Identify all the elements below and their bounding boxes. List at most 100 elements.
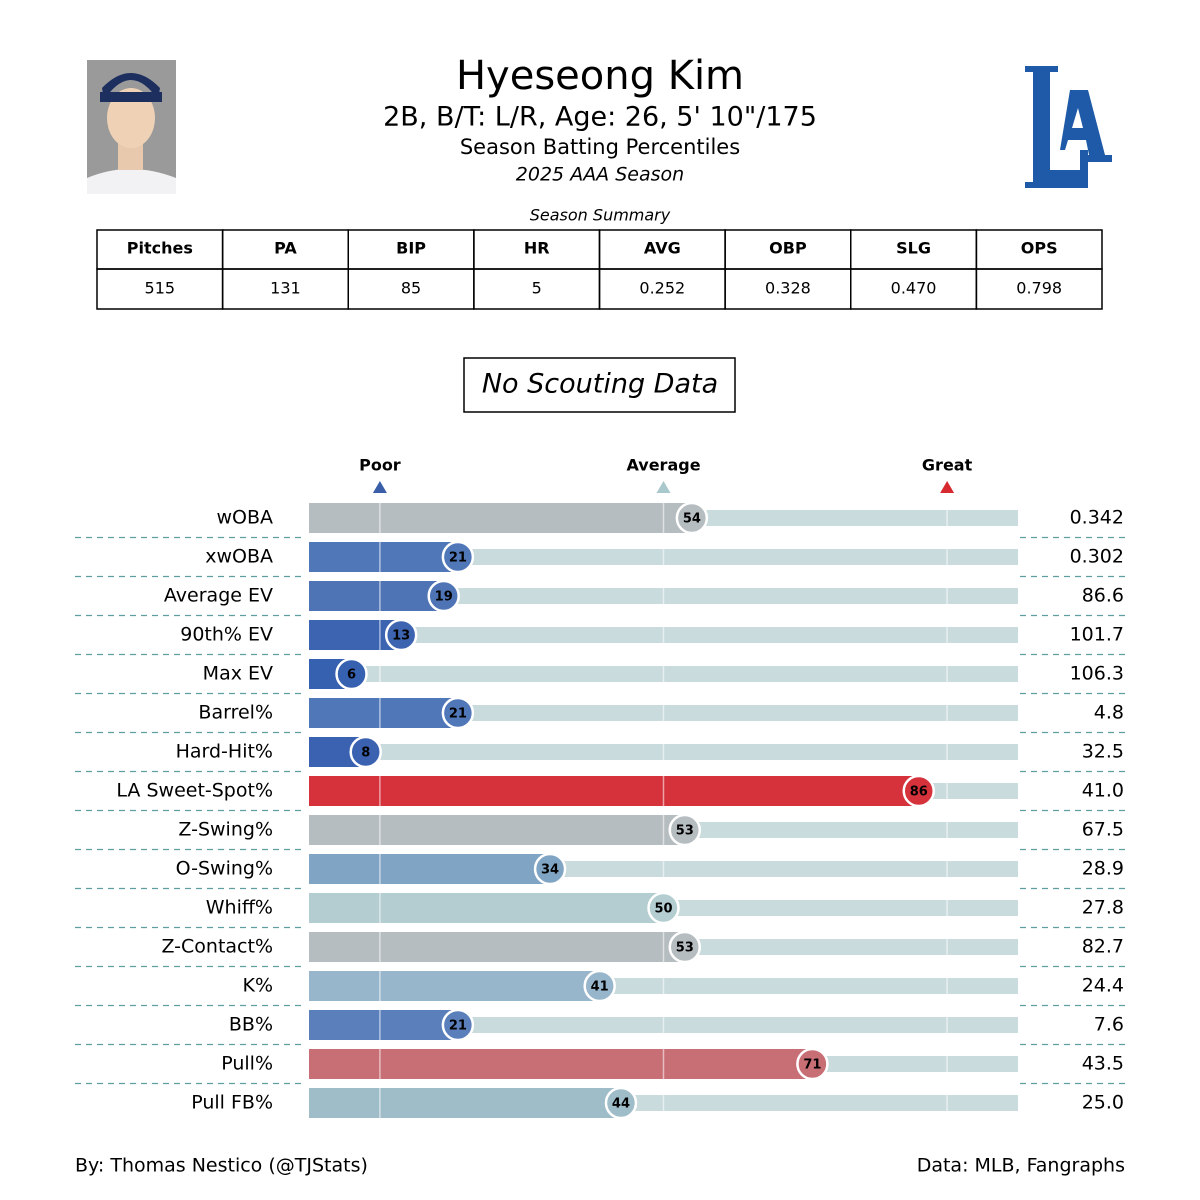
player-photo <box>87 60 176 194</box>
percentile-label: 21 <box>449 551 467 566</box>
table-value: 0.328 <box>765 279 811 298</box>
table-header: BIP <box>396 239 426 258</box>
table-cell <box>975 268 1103 310</box>
percentile-dot <box>441 540 475 574</box>
percentile-label: 54 <box>683 512 701 527</box>
tick-marker <box>372 481 387 493</box>
stat-value: 82.7 <box>1082 936 1124 958</box>
bar <box>309 1049 813 1079</box>
table-value: 515 <box>145 279 176 298</box>
metric-label: Whiff% <box>206 897 273 919</box>
metric-label: Hard-Hit% <box>176 741 273 763</box>
percentile-label: 86 <box>910 785 928 800</box>
season: 2025 AAA Season <box>516 164 684 186</box>
bar <box>309 932 685 962</box>
stat-value: 24.4 <box>1082 975 1124 997</box>
metric-label: Z-Contact% <box>161 936 273 958</box>
percentile-label: 53 <box>676 941 694 956</box>
table-value: 85 <box>401 279 421 298</box>
percentile-dot <box>668 813 702 847</box>
percentile-label: 21 <box>449 1019 467 1034</box>
stat-value: 7.6 <box>1094 1014 1124 1036</box>
table-header: AVG <box>644 239 681 258</box>
tick-label: Average <box>626 456 700 475</box>
stat-value: 67.5 <box>1082 819 1124 841</box>
percentile-dot <box>796 1047 829 1081</box>
table-header: Pitches <box>127 239 193 258</box>
stat-value: 27.8 <box>1082 897 1124 919</box>
bar <box>309 581 444 611</box>
metric-label: O-Swing% <box>176 858 273 880</box>
stat-value: 41.0 <box>1082 780 1124 802</box>
bar <box>309 815 685 845</box>
table-header: HR <box>524 239 550 258</box>
description: Season Batting Percentiles <box>460 135 740 159</box>
table-title: Season Summary <box>530 206 671 225</box>
stat-value: 25.0 <box>1082 1092 1124 1114</box>
metric-label: 90th% EV <box>180 624 273 646</box>
metric-label: K% <box>242 975 273 997</box>
percentile-dot <box>335 657 368 691</box>
metric-label: Max EV <box>203 663 273 685</box>
stat-value: 28.9 <box>1082 858 1124 880</box>
tick-marker <box>940 481 955 493</box>
table-value: 0.252 <box>639 279 685 298</box>
tick-label: Great <box>922 456 973 475</box>
metric-label: LA Sweet-Spot% <box>116 780 273 802</box>
percentile-label: 50 <box>654 902 672 917</box>
percentile-label: 41 <box>591 980 609 995</box>
percentile-label: 6 <box>347 668 356 683</box>
metric-label: Pull FB% <box>191 1092 273 1114</box>
percentile-label: 34 <box>541 863 559 878</box>
table-header: OPS <box>1021 239 1058 258</box>
percentile-label: 8 <box>361 746 370 761</box>
percentile-label: 13 <box>392 629 410 644</box>
percentile-dot <box>668 930 702 964</box>
bar <box>309 893 664 923</box>
stat-value: 101.7 <box>1070 624 1124 646</box>
note: No Scouting Data <box>482 369 718 400</box>
table-header: PA <box>274 239 297 258</box>
stat-value: 43.5 <box>1082 1053 1124 1075</box>
tick-label: Poor <box>359 456 401 475</box>
table-value: 131 <box>270 279 301 298</box>
metric-label: xwOBA <box>205 546 273 568</box>
percentile-dot <box>647 891 680 925</box>
bar <box>309 542 458 572</box>
percentile-label: 71 <box>803 1058 821 1073</box>
subtitle: 2B, B/T: L/R, Age: 26, 5' 10"/175 <box>383 102 817 133</box>
metric-label: Pull% <box>221 1053 273 1075</box>
bar <box>309 854 551 884</box>
footer-left: By: Thomas Nestico (@TJStats) <box>75 1155 368 1177</box>
title: Hyeseong Kim <box>456 53 744 99</box>
table-value: 0.798 <box>1016 279 1062 298</box>
stat-value: 106.3 <box>1070 663 1124 685</box>
percentile-dot <box>427 579 460 613</box>
tick-marker <box>656 481 671 493</box>
percentile-label: 53 <box>676 824 694 839</box>
percentile-dot <box>902 774 935 808</box>
metric-label: Z-Swing% <box>178 819 273 841</box>
percentile-dot <box>583 969 616 1003</box>
metric-label: wOBA <box>216 507 273 529</box>
percentile-dot <box>441 1008 475 1042</box>
metric-label: Barrel% <box>198 702 273 724</box>
stat-value: 0.342 <box>1070 507 1124 529</box>
percentile-dot <box>384 618 418 652</box>
bar <box>309 1010 458 1040</box>
percentile-dot <box>675 501 709 535</box>
bar <box>309 503 692 533</box>
percentile-label: 44 <box>612 1097 630 1112</box>
team-logo <box>1025 66 1112 188</box>
percentile-dot <box>349 735 382 769</box>
bar <box>309 1088 621 1118</box>
percentile-dot <box>604 1086 638 1120</box>
table-value: 5 <box>532 279 542 298</box>
stat-value: 4.8 <box>1094 702 1124 724</box>
stat-value: 0.302 <box>1070 546 1124 568</box>
table-header: OBP <box>769 239 807 258</box>
stat-value: 86.6 <box>1082 585 1124 607</box>
bar <box>309 776 919 806</box>
metric-label: BB% <box>229 1014 273 1036</box>
